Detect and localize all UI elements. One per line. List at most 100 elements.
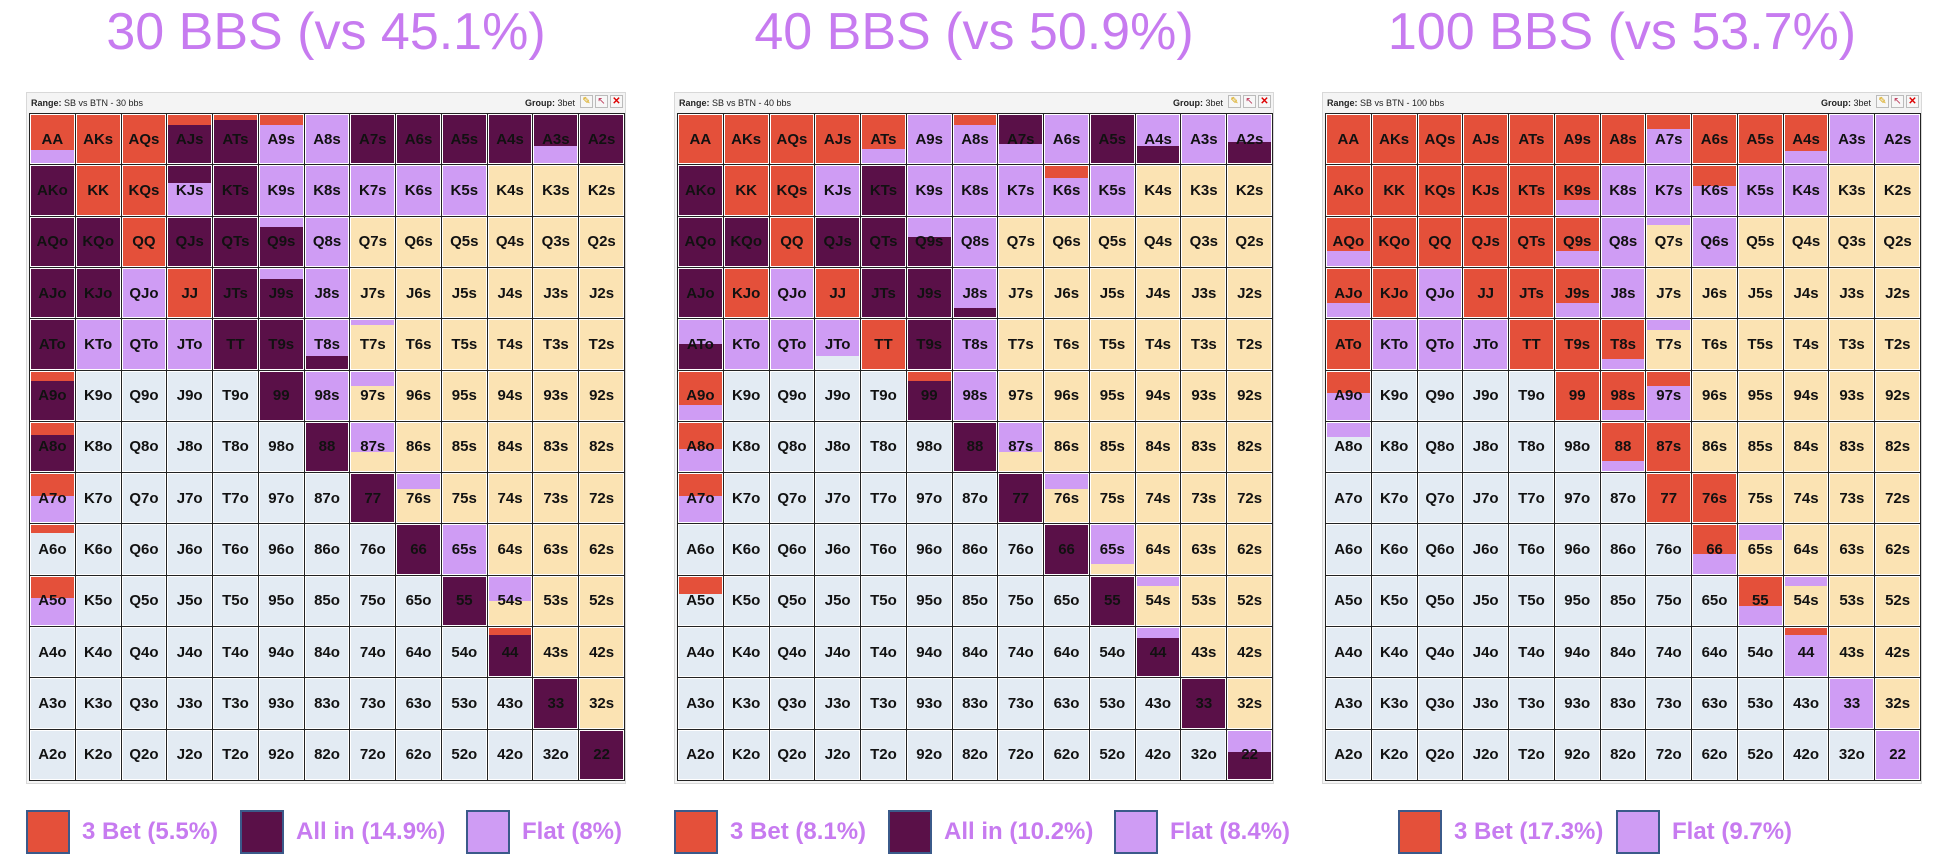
hand-cell-K7s[interactable]: K7s <box>350 165 396 216</box>
hand-cell-Q3s[interactable]: Q3s <box>1181 216 1227 267</box>
hand-cell-76s[interactable]: 76s <box>1044 473 1089 524</box>
hand-cell-AA[interactable]: AA <box>678 114 723 165</box>
hand-cell-Q5s[interactable]: Q5s <box>1089 216 1135 267</box>
hand-cell-97o[interactable]: 97o <box>906 473 952 524</box>
hand-cell-J3s[interactable]: J3s <box>1181 267 1227 319</box>
hand-cell-95o[interactable]: 95o <box>1554 575 1600 627</box>
hand-cell-Q9o[interactable]: Q9o <box>1417 370 1463 421</box>
hand-cell-T5o[interactable]: T5o <box>861 575 906 627</box>
hand-cell-96s[interactable]: 96s <box>1044 370 1089 421</box>
hand-cell-J9s[interactable]: J9s <box>1554 267 1600 319</box>
hand-cell-95s[interactable]: 95s <box>1089 370 1135 421</box>
pencil-icon[interactable]: ✎ <box>1876 95 1889 108</box>
hand-cell-A4o[interactable]: A4o <box>1326 627 1371 678</box>
hand-cell-K2o[interactable]: K2o <box>1371 729 1417 780</box>
hand-cell-KK[interactable]: KK <box>75 165 121 216</box>
hand-cell-A9s[interactable]: A9s <box>258 114 304 165</box>
hand-cell-A8o[interactable]: A8o <box>678 421 723 473</box>
hand-cell-A7s[interactable]: A7s <box>350 114 396 165</box>
hand-cell-T3s[interactable]: T3s <box>533 319 579 370</box>
hand-cell-J4s[interactable]: J4s <box>1135 267 1181 319</box>
hand-cell-J4o[interactable]: J4o <box>167 627 213 678</box>
close-icon[interactable]: ✕ <box>610 95 623 108</box>
hand-cell-85s[interactable]: 85s <box>1737 421 1783 473</box>
hand-cell-42s[interactable]: 42s <box>1875 627 1920 678</box>
hand-cell-T8o[interactable]: T8o <box>1509 421 1554 473</box>
hand-cell-J7o[interactable]: J7o <box>167 473 213 524</box>
hand-cell-KJs[interactable]: KJs <box>1463 165 1509 216</box>
hand-cell-KQs[interactable]: KQs <box>1417 165 1463 216</box>
hand-cell-64o[interactable]: 64o <box>396 627 441 678</box>
hand-cell-53o[interactable]: 53o <box>441 678 487 729</box>
hand-cell-Q3s[interactable]: Q3s <box>1829 216 1875 267</box>
hand-cell-52o[interactable]: 52o <box>1737 729 1783 780</box>
hand-cell-94s[interactable]: 94s <box>1783 370 1829 421</box>
hand-cell-65s[interactable]: 65s <box>441 524 487 575</box>
hand-cell-K8s[interactable]: K8s <box>952 165 998 216</box>
hand-cell-T8s[interactable]: T8s <box>952 319 998 370</box>
hand-cell-72s[interactable]: 72s <box>579 473 624 524</box>
hand-cell-AJo[interactable]: AJo <box>678 267 723 319</box>
hand-cell-A9s[interactable]: A9s <box>906 114 952 165</box>
hand-cell-66[interactable]: 66 <box>396 524 441 575</box>
hand-cell-K2s[interactable]: K2s <box>1227 165 1272 216</box>
hand-cell-42s[interactable]: 42s <box>579 627 624 678</box>
hand-cell-J3o[interactable]: J3o <box>1463 678 1509 729</box>
hand-cell-J9o[interactable]: J9o <box>1463 370 1509 421</box>
hand-cell-J3s[interactable]: J3s <box>533 267 579 319</box>
hand-cell-62s[interactable]: 62s <box>1227 524 1272 575</box>
hand-cell-43o[interactable]: 43o <box>1783 678 1829 729</box>
hand-cell-83s[interactable]: 83s <box>1829 421 1875 473</box>
hand-cell-J3o[interactable]: J3o <box>167 678 213 729</box>
hand-cell-54o[interactable]: 54o <box>441 627 487 678</box>
hand-cell-76s[interactable]: 76s <box>396 473 441 524</box>
hand-cell-A5o[interactable]: A5o <box>1326 575 1371 627</box>
hand-cell-98o[interactable]: 98o <box>906 421 952 473</box>
hand-cell-J3s[interactable]: J3s <box>1829 267 1875 319</box>
hand-cell-32s[interactable]: 32s <box>579 678 624 729</box>
hand-cell-Q3o[interactable]: Q3o <box>1417 678 1463 729</box>
hand-cell-T3o[interactable]: T3o <box>1509 678 1554 729</box>
hand-cell-Q2s[interactable]: Q2s <box>579 216 624 267</box>
hand-cell-53s[interactable]: 53s <box>533 575 579 627</box>
hand-cell-54o[interactable]: 54o <box>1089 627 1135 678</box>
hand-cell-T6s[interactable]: T6s <box>1044 319 1089 370</box>
hand-cell-Q2o[interactable]: Q2o <box>121 729 167 780</box>
hand-cell-T5s[interactable]: T5s <box>1089 319 1135 370</box>
hand-cell-Q8o[interactable]: Q8o <box>121 421 167 473</box>
hand-cell-K6s[interactable]: K6s <box>1044 165 1089 216</box>
hand-cell-A5o[interactable]: A5o <box>678 575 723 627</box>
hand-cell-74o[interactable]: 74o <box>998 627 1044 678</box>
hand-cell-A6o[interactable]: A6o <box>30 524 75 575</box>
hand-cell-J4s[interactable]: J4s <box>487 267 533 319</box>
hand-cell-JTs[interactable]: JTs <box>1509 267 1554 319</box>
hand-cell-88[interactable]: 88 <box>1600 421 1646 473</box>
hand-cell-65s[interactable]: 65s <box>1737 524 1783 575</box>
hand-cell-T4s[interactable]: T4s <box>1783 319 1829 370</box>
hand-cell-T8o[interactable]: T8o <box>213 421 258 473</box>
hand-cell-J4o[interactable]: J4o <box>1463 627 1509 678</box>
hand-cell-KTs[interactable]: KTs <box>213 165 258 216</box>
hand-cell-65s[interactable]: 65s <box>1089 524 1135 575</box>
hand-cell-A6s[interactable]: A6s <box>396 114 441 165</box>
hand-cell-64s[interactable]: 64s <box>1135 524 1181 575</box>
hand-cell-97o[interactable]: 97o <box>1554 473 1600 524</box>
hand-cell-Q3s[interactable]: Q3s <box>533 216 579 267</box>
hand-cell-43o[interactable]: 43o <box>487 678 533 729</box>
hand-cell-32s[interactable]: 32s <box>1227 678 1272 729</box>
hand-cell-A5s[interactable]: A5s <box>1737 114 1783 165</box>
hand-cell-A6s[interactable]: A6s <box>1692 114 1737 165</box>
hand-cell-A2o[interactable]: A2o <box>1326 729 1371 780</box>
hand-cell-88[interactable]: 88 <box>952 421 998 473</box>
hand-cell-55[interactable]: 55 <box>1737 575 1783 627</box>
hand-cell-97s[interactable]: 97s <box>1646 370 1692 421</box>
hand-cell-QTs[interactable]: QTs <box>861 216 906 267</box>
hand-cell-73o[interactable]: 73o <box>1646 678 1692 729</box>
hand-cell-Q7o[interactable]: Q7o <box>1417 473 1463 524</box>
hand-cell-Q4s[interactable]: Q4s <box>1135 216 1181 267</box>
hand-cell-K6s[interactable]: K6s <box>396 165 441 216</box>
hand-cell-33[interactable]: 33 <box>533 678 579 729</box>
hand-cell-87o[interactable]: 87o <box>1600 473 1646 524</box>
hand-cell-Q7s[interactable]: Q7s <box>350 216 396 267</box>
hand-cell-92s[interactable]: 92s <box>579 370 624 421</box>
